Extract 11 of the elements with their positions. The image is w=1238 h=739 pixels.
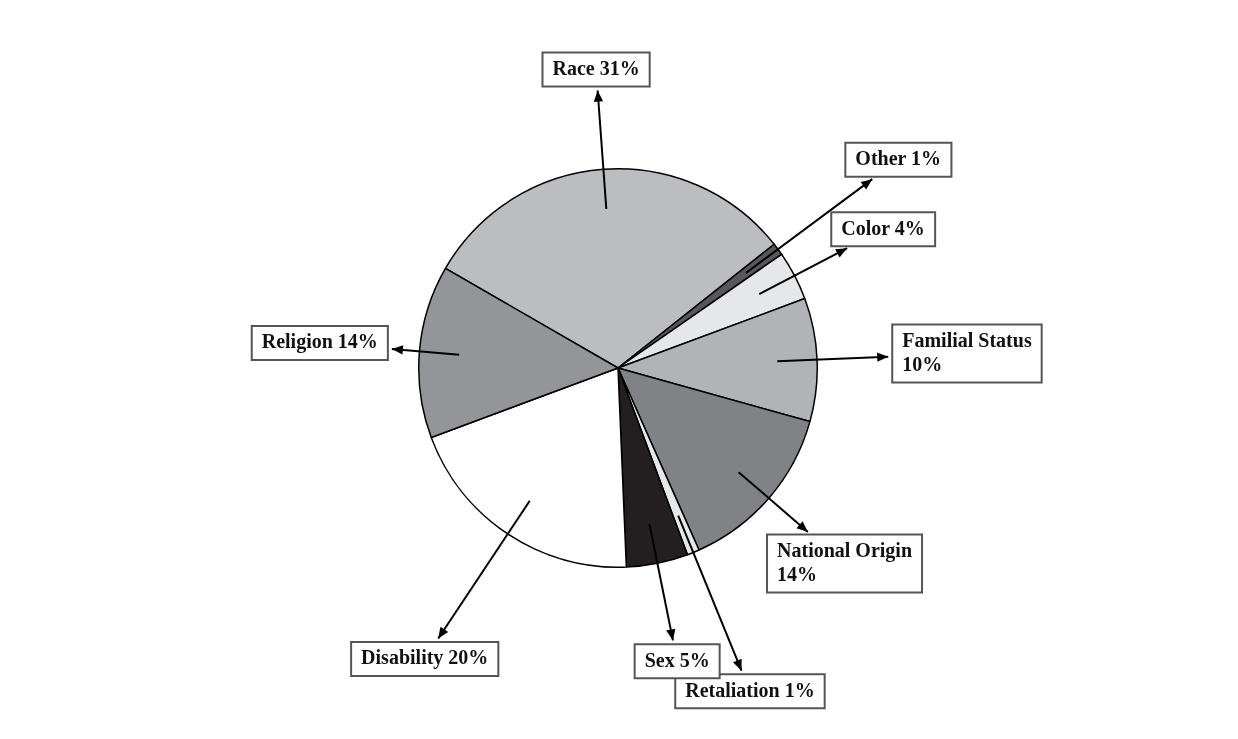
slice-label: Familial Status bbox=[902, 328, 1032, 351]
slice-label: Other 1% bbox=[855, 146, 942, 169]
slice-label: Race 31% bbox=[552, 56, 640, 79]
slice-label: Color 4% bbox=[841, 216, 925, 239]
slice-label: Retaliation 1% bbox=[685, 678, 815, 701]
legend-label: Disability 20% bbox=[361, 646, 489, 670]
slice-label: Religion 14% bbox=[261, 330, 378, 354]
slice-label: Sex 5% bbox=[644, 648, 710, 671]
data-label: 10% bbox=[902, 352, 943, 375]
data-label: 14% bbox=[777, 562, 818, 585]
slice-label: National Origin bbox=[777, 538, 913, 562]
